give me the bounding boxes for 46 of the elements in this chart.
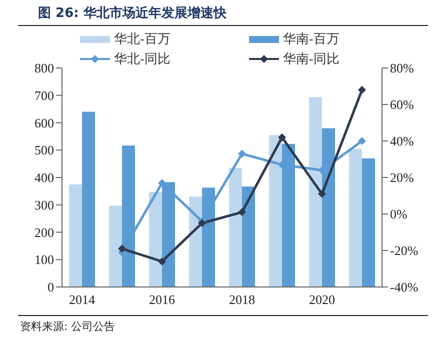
- point: [238, 208, 246, 216]
- y2-tick-label: 40%: [390, 134, 414, 149]
- legend-label: 华南-百万: [283, 30, 340, 48]
- text: 资料来源: 公司公告: [20, 319, 116, 334]
- bar: [69, 184, 82, 287]
- bar: [362, 158, 375, 287]
- bar: [242, 186, 255, 287]
- y-tick-label: 0: [48, 280, 54, 295]
- y2-tick-label: 60%: [390, 97, 414, 112]
- point: [358, 86, 366, 94]
- bar: [149, 192, 162, 287]
- y2-tick-label: 20%: [390, 170, 414, 186]
- bar: [109, 206, 122, 287]
- point: [238, 150, 246, 158]
- x-tick-label: 2018: [229, 292, 255, 308]
- bar: [229, 168, 242, 287]
- point: [158, 257, 166, 266]
- bar: [82, 112, 95, 287]
- x-tick-label: 2016: [149, 292, 176, 308]
- x-tick-label: 2020: [309, 292, 335, 308]
- y2-tick-label: -40%: [390, 280, 418, 295]
- point: [358, 137, 366, 145]
- point: [158, 178, 166, 187]
- legend-label: 华南-同比: [283, 50, 340, 68]
- legend-label: 华北-百万: [114, 30, 170, 48]
- y-tick-label: 100: [34, 252, 54, 268]
- y-tick-label: 400: [34, 170, 54, 186]
- x-tick-label: 2014: [69, 292, 96, 308]
- bar: [349, 148, 362, 287]
- y-tick-label: 500: [34, 142, 54, 158]
- legend-label: 华北-同比: [114, 50, 170, 68]
- y2-tick-label: -20%: [390, 243, 418, 258]
- y2-tick-label: 0%: [390, 206, 408, 222]
- y-tick-label: 800: [34, 60, 54, 76]
- y-tick-label: 200: [34, 224, 54, 240]
- y-tick-label: 700: [34, 88, 54, 103]
- bar: [189, 196, 202, 287]
- y-tick-label: 300: [34, 197, 54, 212]
- y2-tick-label: 80%: [390, 60, 414, 76]
- point: [118, 244, 126, 253]
- y-tick-label: 600: [34, 115, 54, 130]
- bar: [269, 135, 282, 287]
- bar: [309, 97, 322, 287]
- point: [278, 133, 286, 142]
- point: [318, 190, 326, 198]
- chart-title: 图 26: 华北市场近年发展增速快: [18, 0, 428, 26]
